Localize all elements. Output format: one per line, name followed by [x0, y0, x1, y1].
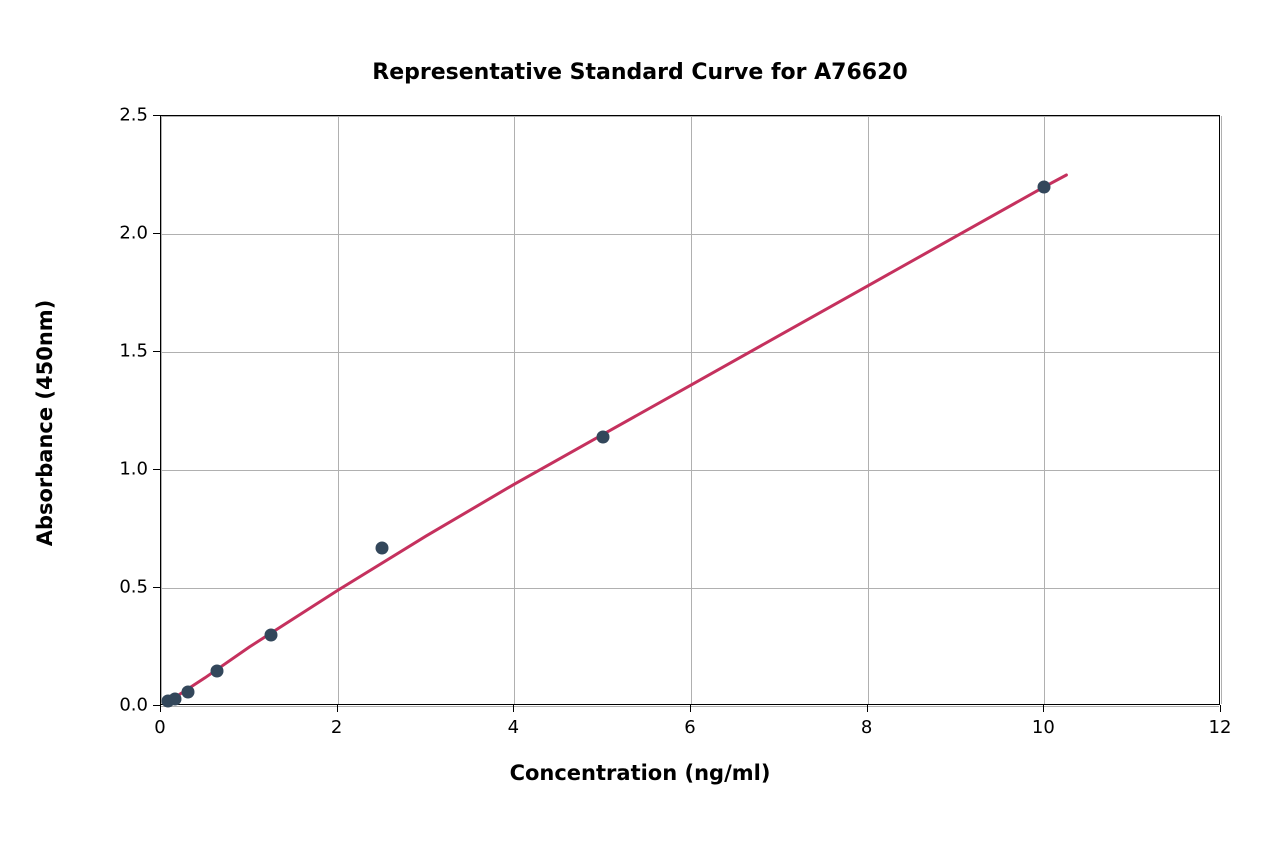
x-tick	[867, 705, 868, 712]
y-tick-label: 2.0	[119, 223, 148, 244]
y-tick	[153, 115, 160, 116]
fitted-curve	[165, 175, 1066, 704]
x-tick-label: 4	[508, 717, 519, 738]
chart-figure: Representative Standard Curve for A76620…	[0, 0, 1280, 845]
plot-area	[160, 115, 1220, 705]
data-point	[169, 692, 182, 705]
curve-svg	[161, 116, 1221, 706]
x-tick-label: 10	[1032, 717, 1055, 738]
x-tick	[1220, 705, 1221, 712]
gridline-v	[1221, 116, 1222, 704]
y-tick	[153, 705, 160, 706]
y-tick-label: 0.0	[119, 695, 148, 716]
x-tick-label: 12	[1209, 717, 1232, 738]
x-tick	[160, 705, 161, 712]
x-tick	[513, 705, 514, 712]
x-tick-label: 8	[861, 717, 872, 738]
x-tick	[1043, 705, 1044, 712]
y-tick	[153, 587, 160, 588]
x-tick-label: 2	[331, 717, 342, 738]
x-tick-label: 6	[684, 717, 695, 738]
y-axis-label: Absorbance (450nm)	[33, 299, 57, 546]
x-tick	[337, 705, 338, 712]
y-tick-label: 1.0	[119, 459, 148, 480]
data-point	[265, 629, 278, 642]
x-tick-label: 0	[154, 717, 165, 738]
x-tick	[690, 705, 691, 712]
y-tick-label: 2.5	[119, 105, 148, 126]
data-point	[210, 664, 223, 677]
y-tick	[153, 351, 160, 352]
data-point	[1038, 180, 1051, 193]
data-point	[182, 685, 195, 698]
x-axis-label: Concentration (ng/ml)	[510, 761, 771, 785]
data-point	[596, 430, 609, 443]
data-point	[375, 541, 388, 554]
y-tick-label: 1.5	[119, 341, 148, 362]
y-tick-label: 0.5	[119, 577, 148, 598]
chart-title: Representative Standard Curve for A76620	[372, 60, 907, 85]
y-tick	[153, 469, 160, 470]
y-tick	[153, 233, 160, 234]
